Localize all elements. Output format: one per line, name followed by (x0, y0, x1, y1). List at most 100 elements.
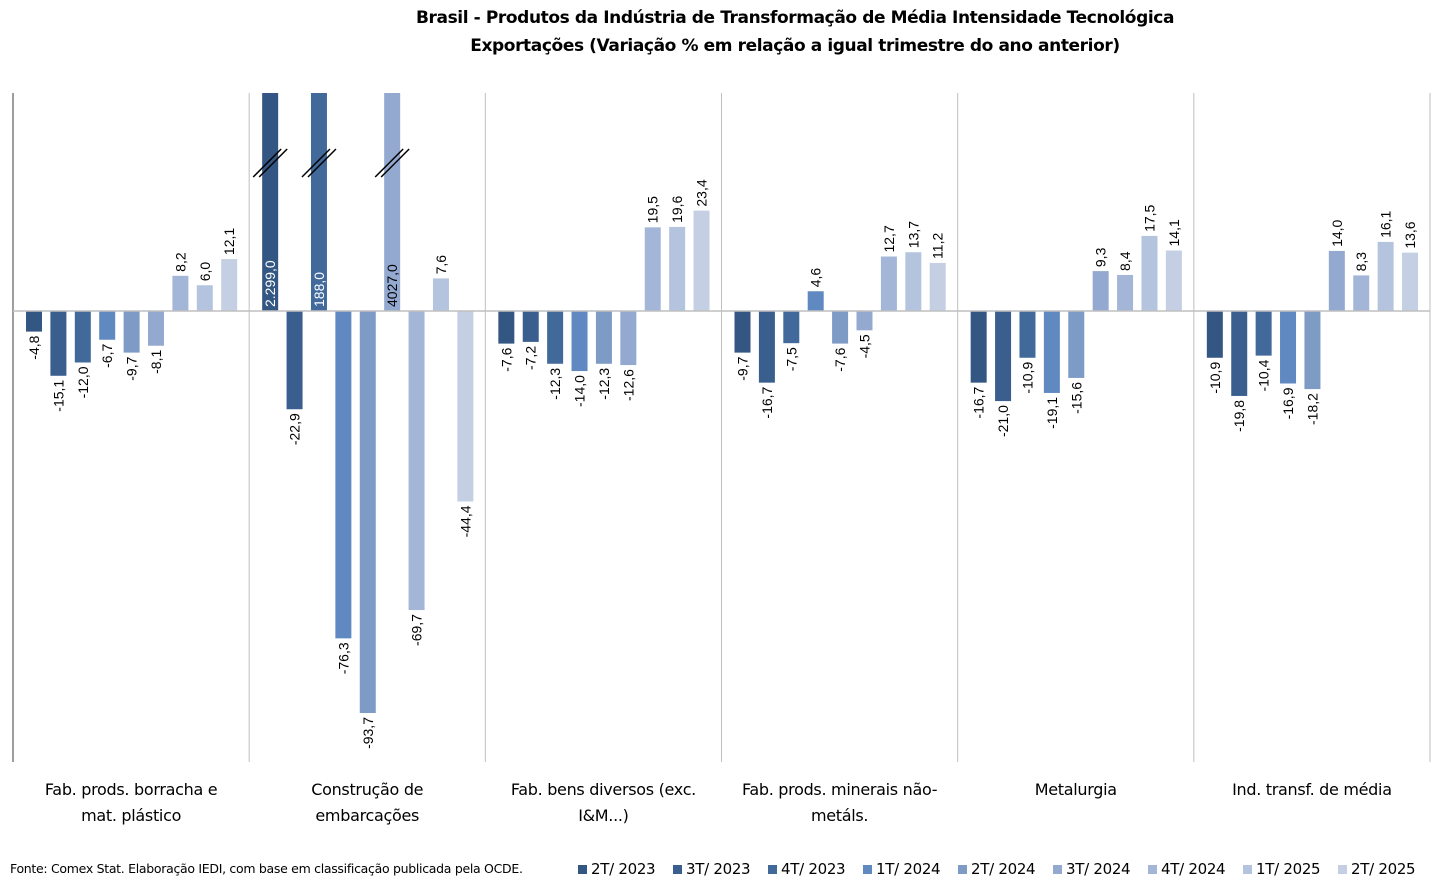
data-label: -7,6 (832, 347, 848, 371)
legend-label: 4T/ 2024 (1161, 860, 1226, 878)
bar-1T2025-cat3 (905, 252, 922, 311)
legend-item: 3T/ 2024 (1053, 860, 1148, 878)
data-label: -14,0 (572, 375, 588, 407)
data-label: 11,2 (930, 233, 946, 259)
legend-item: 4T/ 2023 (768, 860, 863, 878)
bar-1T2025-cat1 (432, 278, 449, 311)
data-label: -19,1 (1044, 397, 1060, 429)
bar-3T2024-cat1 (384, 93, 401, 311)
bar-4T2024-cat1 (408, 311, 425, 611)
bar-3T2023-cat5 (1231, 311, 1248, 396)
legend-item: 1T/ 2025 (1243, 860, 1338, 878)
data-label: -9,7 (735, 356, 751, 380)
data-label: -4,5 (857, 334, 873, 358)
data-label: -76,3 (335, 642, 351, 674)
bar-2T2024-cat2 (595, 311, 612, 364)
bar-4T2024-cat4 (1117, 274, 1134, 311)
data-label: 17,5 (1141, 204, 1157, 231)
data-label: 23,4 (694, 179, 710, 206)
bar-4T2023-cat5 (1255, 311, 1272, 356)
legend-swatch (863, 864, 872, 874)
chart-title: Brasil - Produtos da Indústria de Transf… (415, 8, 1175, 28)
data-label: 19,5 (645, 196, 661, 223)
bar-1T2025-cat4 (1141, 235, 1158, 311)
bar-1T2025-cat2 (669, 226, 686, 311)
category-label: Ind. transf. de média (1194, 777, 1430, 803)
data-label: -12,0 (75, 366, 91, 398)
data-label: -12,3 (596, 368, 612, 400)
category-label: Construção de embarcações (249, 777, 485, 829)
data-label: 16,1 (1378, 210, 1394, 237)
legend-swatch (578, 864, 587, 874)
bar-3T2023-cat4 (995, 311, 1012, 402)
legend-swatch (1053, 864, 1062, 874)
data-label: 9,3 (1093, 247, 1109, 267)
data-label: -4,8 (26, 335, 42, 359)
data-label: -69,7 (409, 614, 425, 646)
bar-3T2024-cat2 (620, 311, 637, 366)
data-label: -44,4 (457, 505, 473, 537)
bar-2T2024-cat0 (123, 311, 140, 353)
data-label: -8,1 (148, 350, 164, 374)
bar-4T2023-cat0 (74, 311, 91, 363)
bar-4T2024-cat3 (880, 256, 897, 311)
legend-label: 2T/ 2024 (971, 860, 1036, 878)
data-label: 8,2 (172, 252, 188, 272)
bar-4T2023-cat3 (783, 311, 800, 344)
data-label: 14,1 (1166, 219, 1182, 246)
axis-break-mark (307, 148, 337, 178)
bar-3T2024-cat4 (1092, 271, 1109, 311)
data-label: -7,6 (498, 347, 514, 371)
bar-1T2024-cat3 (807, 291, 824, 311)
legend-label: 2T/ 2025 (1351, 860, 1416, 878)
category-label-line: Fab. prods. minerais não- (741, 780, 938, 799)
data-label: 8,4 (1117, 251, 1133, 271)
legend-swatch (1148, 864, 1157, 874)
bar-2T2023-cat4 (970, 311, 987, 383)
data-label: 12,1 (221, 228, 237, 255)
data-label: 4027,0 (384, 264, 400, 307)
legend-label: 1T/ 2025 (1256, 860, 1321, 878)
bar-1T2025-cat0 (196, 285, 213, 311)
category-label: Metalurgia (958, 777, 1194, 803)
bar-4T2024-cat0 (172, 275, 189, 311)
data-label: -21,0 (995, 405, 1011, 437)
bar-3T2023-cat0 (50, 311, 67, 376)
data-label: 13,7 (905, 221, 921, 248)
bar-2T2025-cat5 (1402, 252, 1419, 311)
bar-1T2024-cat5 (1280, 311, 1297, 384)
axis-break-mark (301, 148, 331, 178)
data-label: 4,6 (808, 268, 824, 288)
data-label: -6,7 (99, 344, 115, 368)
data-label: -15,6 (1068, 382, 1084, 414)
axis-break-mark (374, 148, 404, 178)
bar-4T2024-cat2 (644, 227, 661, 311)
data-label: 13,6 (1402, 221, 1418, 248)
category-label-line: Fab. bens diversos (exc. (510, 780, 696, 799)
legend: 2T/ 2023 3T/ 2023 4T/ 2023 1T/ 2024 2T/ 2024… (578, 860, 1433, 878)
category-label: Fab. prods. minerais não-metáls. (722, 777, 958, 829)
legend-item: 3T/ 2023 (673, 860, 768, 878)
data-label: 14,0 (1329, 219, 1345, 246)
legend-item: 2T/ 2025 (1338, 860, 1433, 878)
legend-swatch (768, 864, 777, 874)
bar-2T2023-cat1 (262, 93, 279, 311)
bar-1T2025-cat5 (1377, 241, 1394, 311)
legend-item: 1T/ 2024 (863, 860, 958, 878)
data-label: -7,5 (783, 347, 799, 371)
data-label: -10,9 (1207, 362, 1223, 394)
data-label: 8,3 (1353, 252, 1369, 272)
bar-2T2024-cat5 (1304, 311, 1321, 390)
bar-4T2023-cat4 (1019, 311, 1036, 358)
legend-label: 4T/ 2023 (781, 860, 846, 878)
bar-3T2023-cat3 (758, 311, 775, 383)
axis-break-mark (380, 148, 410, 178)
bar-3T2024-cat3 (856, 311, 873, 331)
data-label: 19,6 (669, 195, 685, 222)
bar-2T2025-cat3 (929, 262, 946, 311)
data-label: -16,7 (971, 386, 987, 418)
data-label: -19,8 (1231, 400, 1247, 432)
data-label: 12,7 (881, 225, 897, 252)
bar-2T2025-cat1 (457, 311, 474, 502)
